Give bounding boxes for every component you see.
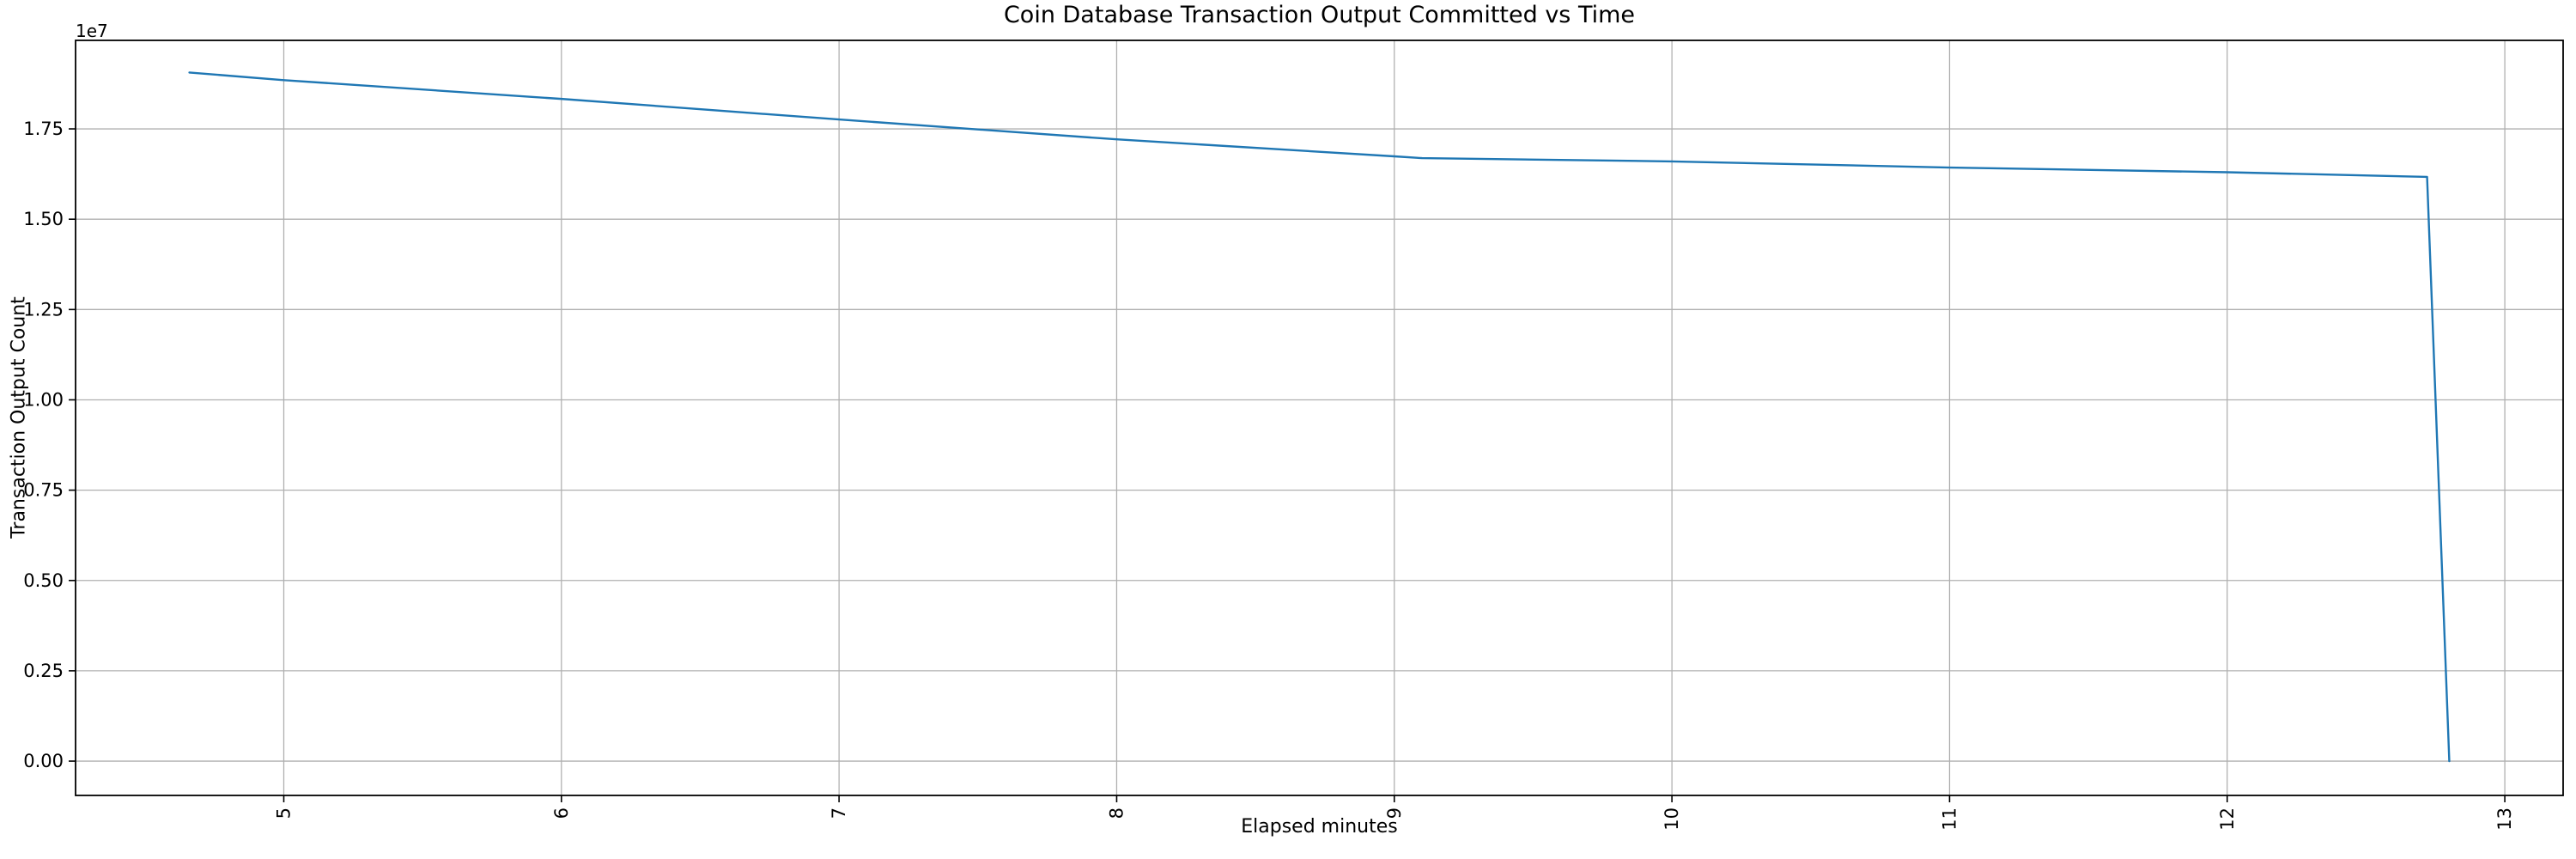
x-tick-label: 8 <box>1106 807 1127 819</box>
y-tick-label: 0.25 <box>23 661 64 681</box>
x-tick-label: 7 <box>829 807 849 819</box>
y-axis-offset-text: 1e7 <box>76 21 108 41</box>
y-tick-label: 0.00 <box>23 751 64 771</box>
x-tick-label: 9 <box>1384 807 1405 819</box>
y-tick-label: 1.50 <box>23 209 64 229</box>
x-axis-label: Elapsed minutes <box>1241 816 1398 838</box>
x-tick-label: 13 <box>2494 807 2515 831</box>
y-tick-label: 1.25 <box>23 299 64 320</box>
x-tick-label: 6 <box>551 807 572 819</box>
x-tick-label: 11 <box>1939 807 1959 831</box>
y-tick-label: 1.00 <box>23 389 64 410</box>
axes-spines <box>75 40 2564 796</box>
y-tick-label: 0.75 <box>23 480 64 501</box>
y-tick-label: 1.75 <box>23 119 64 139</box>
chart-title: Coin Database Transaction Output Committ… <box>1003 2 1636 28</box>
x-tick-label: 12 <box>2217 807 2238 831</box>
x-tick-label: 10 <box>1662 807 1682 831</box>
y-tick-label: 0.50 <box>23 570 64 591</box>
x-tick-label: 5 <box>273 807 294 819</box>
series-line <box>188 71 2451 763</box>
